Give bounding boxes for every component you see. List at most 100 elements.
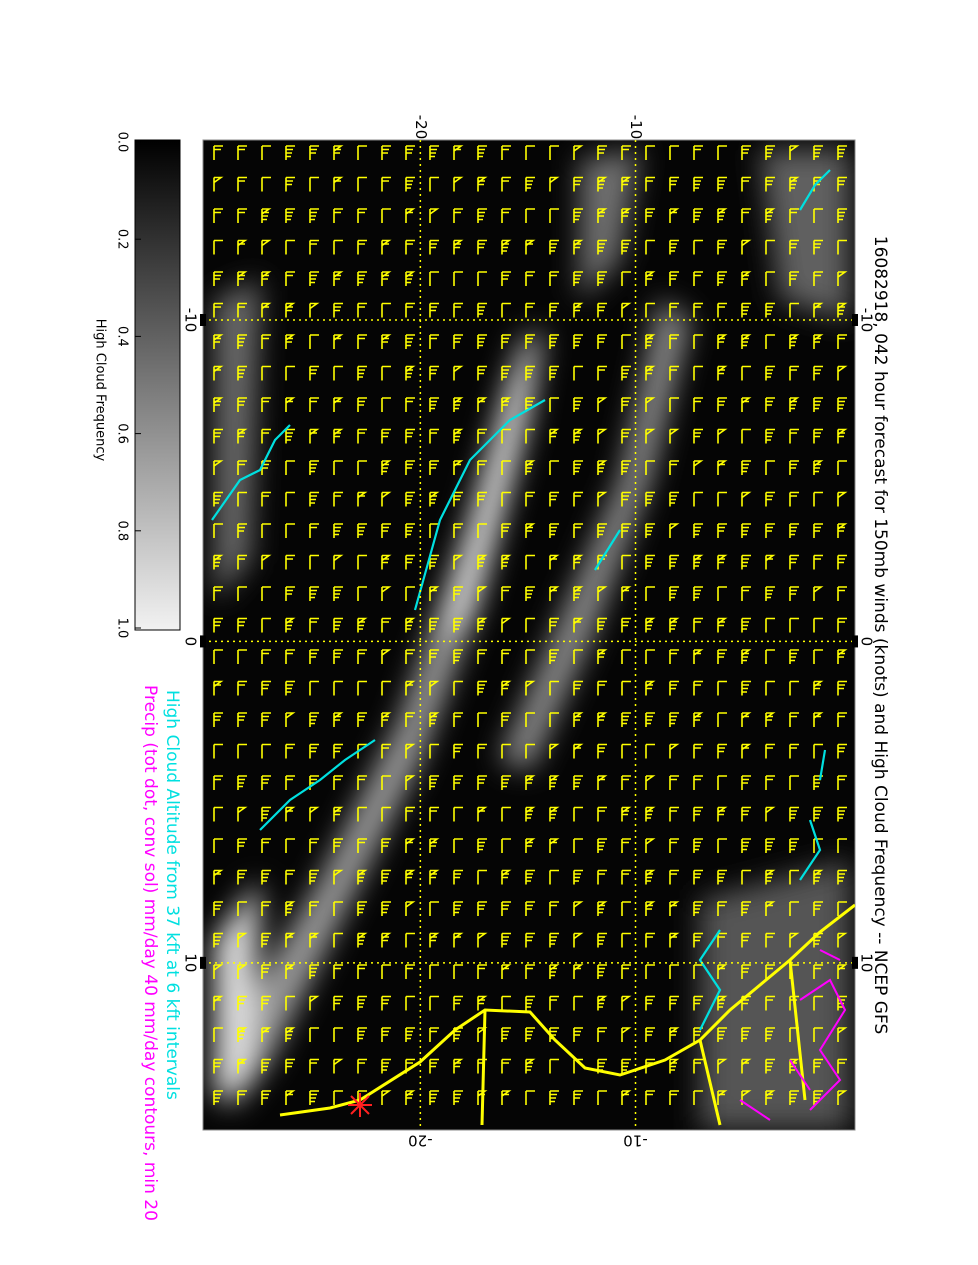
wind-barb — [789, 208, 799, 223]
wind-barb — [453, 649, 463, 664]
wind-barb — [501, 586, 511, 601]
wind-barb — [285, 649, 295, 664]
wind-barb — [285, 680, 295, 696]
wind-barb — [741, 1090, 752, 1105]
wind-barb — [429, 586, 440, 601]
wind-barb — [381, 523, 391, 538]
wind-barb — [597, 334, 607, 349]
wind-barb — [525, 775, 536, 790]
wind-barb — [261, 869, 271, 885]
wind-barb — [309, 523, 319, 538]
wind-barb — [549, 176, 560, 192]
wind-barb — [573, 1090, 583, 1105]
wind-barb — [405, 397, 415, 412]
wind-barb — [261, 838, 271, 853]
wind-barb — [285, 334, 296, 349]
wind-barb — [549, 743, 560, 759]
wind-barb — [309, 1027, 319, 1042]
wind-barb — [453, 869, 463, 885]
wind-barb — [261, 806, 271, 822]
wind-barb — [405, 239, 415, 255]
wind-barb — [453, 365, 464, 381]
wind-barb — [717, 743, 727, 759]
wind-barb — [357, 460, 367, 475]
wind-barb — [765, 271, 775, 286]
wind-barb — [741, 775, 751, 790]
wind-barb — [285, 365, 295, 381]
wind-barb — [789, 491, 799, 507]
wind-barb — [261, 397, 271, 412]
wind-barb — [261, 932, 271, 948]
wind-barb — [741, 428, 751, 444]
wind-barb — [477, 617, 488, 633]
wind-barb — [813, 617, 823, 633]
wind-barb — [333, 365, 343, 381]
wind-barb — [525, 428, 535, 444]
wind-barb — [597, 995, 608, 1011]
wind-barb — [405, 901, 416, 916]
wind-barb — [597, 1058, 607, 1074]
wind-barb — [645, 775, 656, 790]
wind-barb — [765, 1058, 775, 1074]
wind-barb — [645, 743, 655, 759]
wind-barb — [837, 397, 847, 412]
wind-barb — [597, 806, 607, 822]
wind-barb — [477, 932, 488, 948]
wind-barb — [669, 302, 679, 318]
wind-barb — [765, 964, 775, 979]
wind-barb — [357, 806, 367, 822]
wind-barb — [501, 365, 511, 381]
wind-barb — [669, 239, 679, 255]
wind-barb — [765, 617, 775, 633]
wind-barb — [501, 617, 512, 633]
wind-barb — [573, 334, 583, 349]
wind-barb — [285, 460, 295, 475]
wind-barb — [693, 145, 703, 160]
wind-barb — [261, 1027, 272, 1042]
wind-barb — [573, 145, 584, 160]
wind-barb — [765, 743, 775, 759]
wind-barb — [429, 302, 439, 318]
wind-barb — [525, 208, 535, 223]
wind-barb — [741, 460, 751, 475]
wind-barb — [693, 365, 703, 381]
wind-barb — [573, 649, 583, 664]
wind-barb — [453, 145, 464, 160]
wind-barb — [525, 743, 535, 759]
wind-barb — [573, 806, 583, 822]
wind-barb — [741, 334, 752, 349]
wind-barb — [213, 680, 224, 696]
wind-barb — [501, 334, 511, 349]
wind-barb — [525, 302, 535, 318]
wind-barb — [645, 176, 655, 192]
wind-barb — [717, 838, 727, 853]
wind-barb — [717, 806, 728, 822]
wind-barb — [381, 649, 392, 664]
wind-barb — [357, 239, 367, 255]
wind-barb — [213, 712, 223, 727]
wind-barb — [285, 869, 295, 885]
wind-barb — [813, 491, 823, 507]
wind-barb — [573, 208, 583, 223]
wind-barb — [477, 712, 487, 727]
wind-barb — [621, 712, 631, 727]
wind-barb — [261, 176, 271, 192]
wind-barb — [381, 838, 391, 853]
wind-barb — [357, 712, 367, 727]
wind-barb — [237, 365, 247, 381]
wind-barb — [309, 302, 320, 318]
wind-barb — [765, 586, 775, 601]
wind-barb — [621, 617, 631, 633]
wind-barb — [693, 460, 704, 475]
wind-barb — [309, 775, 319, 790]
wind-barb — [237, 617, 247, 633]
wind-barb — [669, 460, 679, 475]
wind-barb — [621, 743, 631, 759]
wind-barb — [669, 964, 679, 979]
wind-barb — [789, 365, 799, 381]
wind-barb — [597, 649, 608, 664]
wind-barb — [837, 901, 847, 916]
wind-barb — [741, 271, 752, 286]
wind-barb — [333, 806, 344, 822]
wind-barb — [213, 964, 224, 979]
